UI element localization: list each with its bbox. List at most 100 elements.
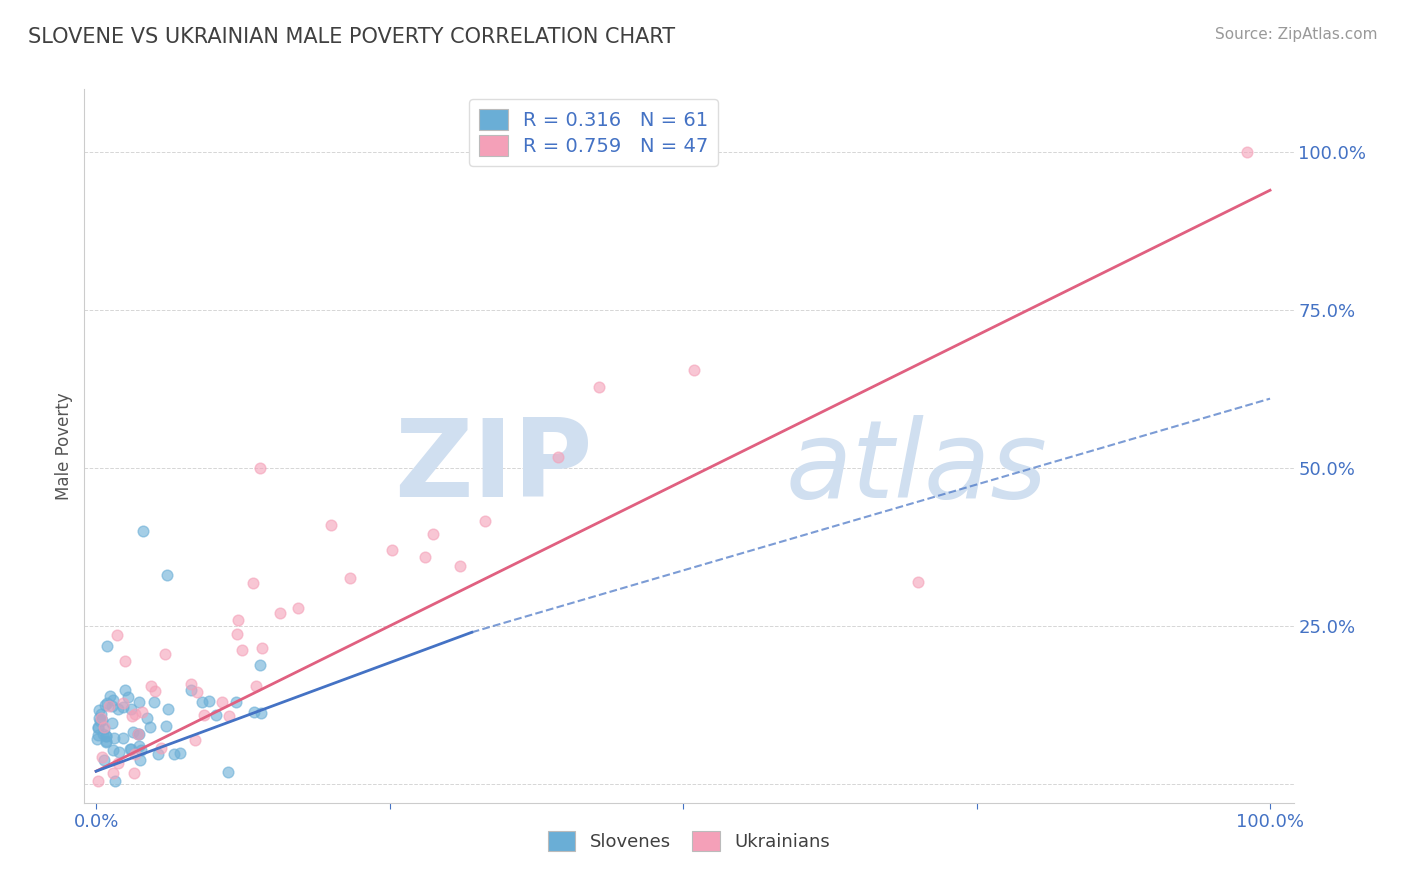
Point bbox=[249, 706, 271, 721]
Point bbox=[226, 613, 249, 627]
Point bbox=[108, 746, 131, 760]
Point bbox=[114, 682, 136, 697]
Point bbox=[103, 773, 125, 788]
Point bbox=[87, 721, 110, 735]
Point bbox=[243, 706, 266, 720]
Point bbox=[91, 713, 114, 727]
Text: Source: ZipAtlas.com: Source: ZipAtlas.com bbox=[1215, 27, 1378, 42]
Point bbox=[225, 695, 247, 709]
Point bbox=[474, 514, 496, 528]
Point bbox=[249, 658, 271, 673]
Point bbox=[381, 543, 404, 558]
Point bbox=[1236, 145, 1258, 160]
Point bbox=[547, 450, 569, 464]
Point bbox=[94, 698, 117, 713]
Point bbox=[96, 697, 118, 711]
Point bbox=[245, 679, 267, 693]
Point bbox=[139, 679, 162, 693]
Point bbox=[242, 576, 264, 591]
Point bbox=[94, 734, 117, 748]
Point bbox=[180, 683, 202, 698]
Point bbox=[94, 735, 117, 749]
Point bbox=[87, 711, 110, 725]
Point bbox=[129, 753, 152, 767]
Point bbox=[87, 773, 110, 788]
Y-axis label: Male Poverty: Male Poverty bbox=[55, 392, 73, 500]
Point bbox=[163, 747, 186, 762]
Point bbox=[231, 643, 253, 657]
Point bbox=[101, 693, 124, 707]
Point bbox=[93, 720, 115, 734]
Point bbox=[121, 709, 143, 723]
Point bbox=[132, 524, 155, 539]
Point bbox=[98, 689, 121, 703]
Point bbox=[180, 677, 202, 691]
Point bbox=[87, 720, 110, 734]
Point bbox=[155, 718, 177, 732]
Point bbox=[128, 727, 150, 741]
Text: SLOVENE VS UKRAINIAN MALE POVERTY CORRELATION CHART: SLOVENE VS UKRAINIAN MALE POVERTY CORREL… bbox=[28, 27, 675, 46]
Point bbox=[89, 703, 111, 717]
Point bbox=[218, 709, 240, 723]
Text: ZIP: ZIP bbox=[394, 415, 592, 520]
Point bbox=[588, 380, 610, 394]
Point bbox=[128, 739, 150, 754]
Point bbox=[107, 756, 129, 771]
Point bbox=[101, 766, 124, 780]
Point bbox=[101, 698, 124, 713]
Point bbox=[449, 559, 471, 574]
Point bbox=[96, 639, 118, 653]
Point bbox=[127, 727, 149, 741]
Point bbox=[129, 743, 152, 757]
Point bbox=[191, 695, 214, 709]
Legend: Slovenes, Ukrainians: Slovenes, Ukrainians bbox=[541, 823, 837, 858]
Point bbox=[122, 725, 145, 739]
Point bbox=[157, 702, 180, 716]
Point bbox=[422, 526, 444, 541]
Point bbox=[120, 741, 142, 756]
Point bbox=[149, 741, 172, 756]
Point bbox=[87, 728, 110, 742]
Point bbox=[117, 690, 139, 705]
Point bbox=[186, 684, 208, 698]
Point bbox=[128, 695, 150, 709]
Point bbox=[139, 720, 162, 734]
Point bbox=[94, 729, 117, 743]
Point bbox=[112, 696, 135, 710]
Point bbox=[124, 765, 146, 780]
Point bbox=[146, 747, 169, 761]
Point bbox=[120, 702, 142, 716]
Point bbox=[269, 606, 291, 620]
Point bbox=[91, 727, 114, 741]
Point bbox=[103, 731, 125, 745]
Point bbox=[93, 722, 115, 736]
Point bbox=[142, 695, 165, 709]
Point bbox=[118, 742, 141, 756]
Point bbox=[217, 764, 239, 779]
Point bbox=[91, 750, 114, 764]
Point bbox=[249, 461, 271, 475]
Point bbox=[111, 699, 134, 714]
Point bbox=[107, 702, 129, 716]
Point bbox=[319, 517, 342, 532]
Point bbox=[96, 729, 118, 743]
Point bbox=[155, 568, 177, 582]
Point bbox=[683, 363, 706, 377]
Point bbox=[183, 733, 205, 747]
Point bbox=[136, 711, 159, 725]
Point bbox=[169, 747, 191, 761]
Point bbox=[114, 654, 136, 668]
Point bbox=[101, 715, 124, 730]
Point bbox=[124, 707, 146, 722]
Point bbox=[143, 684, 166, 698]
Point bbox=[204, 707, 226, 722]
Point bbox=[105, 628, 128, 642]
Point bbox=[198, 694, 221, 708]
Point bbox=[907, 574, 929, 589]
Point bbox=[101, 743, 124, 757]
Point bbox=[127, 727, 149, 741]
Point bbox=[98, 699, 121, 714]
Point bbox=[413, 549, 436, 564]
Point bbox=[211, 695, 233, 709]
Point bbox=[287, 601, 309, 615]
